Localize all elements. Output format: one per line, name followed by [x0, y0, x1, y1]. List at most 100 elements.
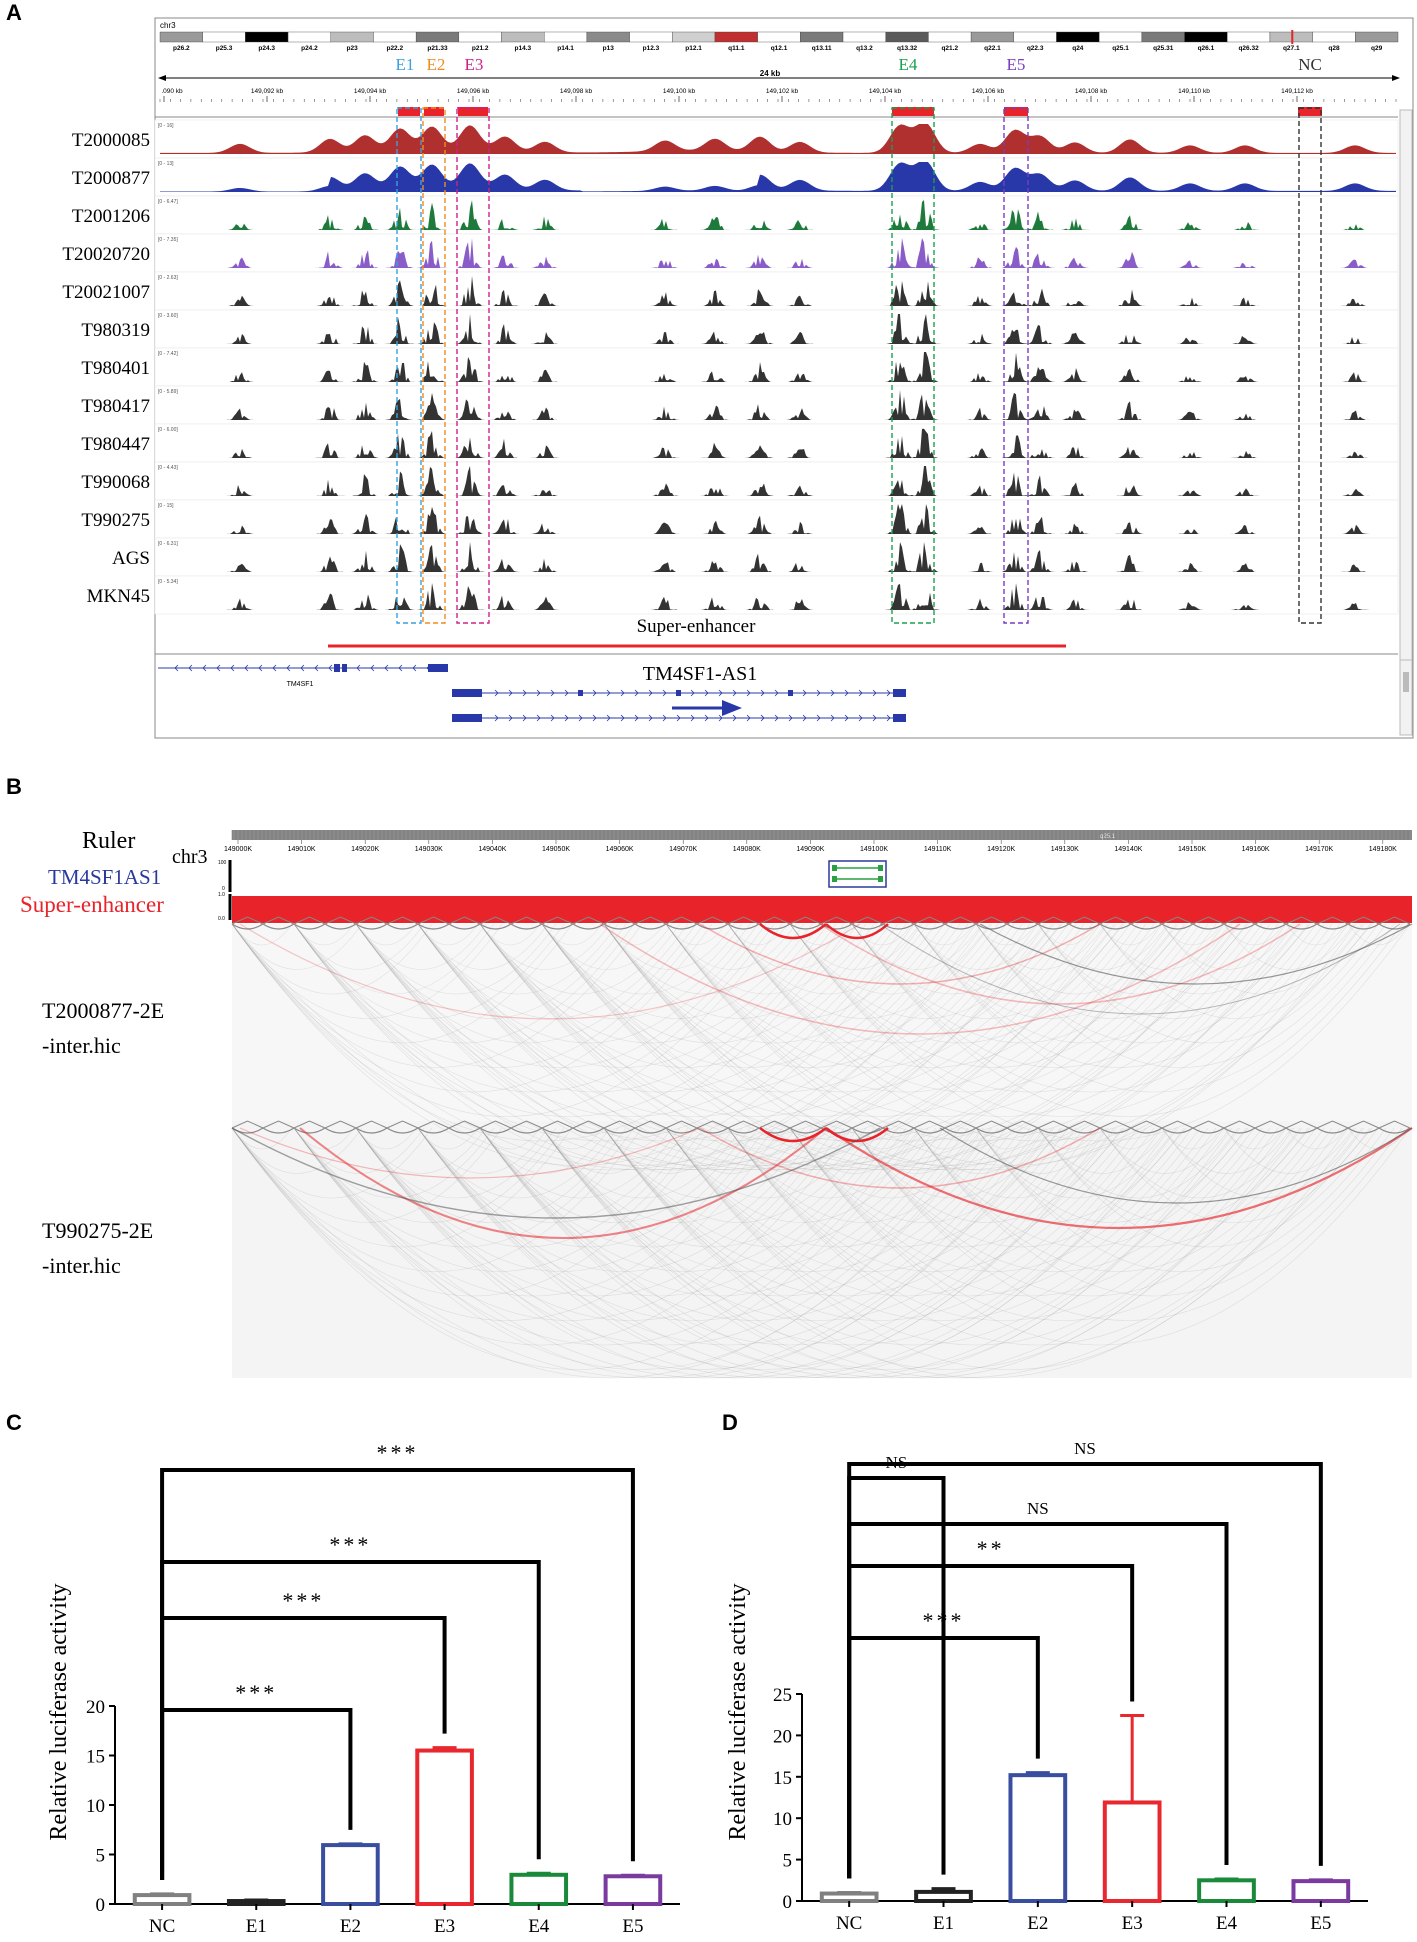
cytoband: [714, 31, 758, 43]
ruler-label: Ruler: [82, 828, 135, 854]
y-tick-label: 10: [773, 1809, 792, 1830]
position-tick-label: 149,092 kb: [251, 88, 284, 95]
x-tick-label: NC: [836, 1913, 862, 1934]
significance-bracket: [847, 1564, 1135, 1879]
chart-c-ylabel: Relative luciferase activity: [46, 1583, 72, 1840]
ruler-ticks: 149000K 149010K 149020K 149030K 149040K 14905…: [224, 830, 1409, 853]
gene-scale-top: 100: [218, 860, 227, 866]
cytoband: [1312, 31, 1356, 43]
cytoband-label: p14.3: [515, 45, 532, 52]
y-tick-label: 5: [96, 1846, 106, 1867]
gene-scrollbar-thumb[interactable]: [1403, 672, 1409, 692]
significance-label: ***: [923, 1608, 965, 1633]
cytoband: [586, 31, 630, 43]
enhancer-box-e2: [422, 107, 446, 624]
x-tick-label: E5: [622, 1916, 643, 1937]
ruler-tick-label: 149010K: [288, 846, 316, 853]
cytoband: [330, 31, 374, 43]
ruler-tick-label: 149170K: [1305, 846, 1333, 853]
hic-grey-arc: [231, 1127, 881, 1219]
significance-bracket: [847, 1462, 1323, 1879]
hic-red-arc: [819, 923, 1301, 1005]
ruler-tick-label: 149180K: [1369, 846, 1397, 853]
hic-label-1-line1: T2000877-2E: [42, 998, 164, 1023]
cytoband: [757, 31, 801, 43]
track-signal: [160, 238, 1396, 268]
significance-label: ***: [377, 1440, 419, 1465]
bar-e2: [321, 1843, 380, 1906]
track-label: T990068: [81, 472, 150, 493]
cytoband: [1184, 31, 1228, 43]
track-range: [0 - 6.00]: [158, 427, 178, 433]
track-signal: [160, 124, 1396, 154]
gene-label-tm4sf1: TM4SF1: [287, 681, 314, 688]
position-tick-label: 149,110 kb: [1178, 88, 1210, 95]
cytoband: [1141, 31, 1185, 43]
track-signal: [160, 314, 1396, 344]
gene-scrollbar[interactable]: [1399, 659, 1413, 736]
track-label: T980447: [81, 434, 150, 455]
cytoband: [842, 31, 886, 43]
position-tick-label: 149,096 kb: [457, 88, 490, 95]
panel-d-bar-chart: Relative luciferase activity 0 5 10 15 20 25 N…: [725, 1439, 1368, 1934]
chrom-name: chr3: [160, 21, 176, 30]
position-tick-label: .090 kb: [161, 88, 183, 95]
ruler-tick-label: 149150K: [1178, 846, 1206, 853]
enhancer-label-e4: E4: [899, 55, 918, 74]
y-tick-label: 5: [783, 1851, 793, 1872]
region-markers: [398, 107, 1322, 116]
panel-label-d: D: [722, 1410, 738, 1435]
scale-arrow-right-icon: [1392, 75, 1400, 81]
cytoband-label: q21.2: [941, 45, 958, 52]
region-marker-e1: [398, 107, 420, 116]
enhancer-box-e5: [1003, 107, 1029, 624]
y-tick-label: 15: [773, 1768, 792, 1789]
position-tick-label: 149,098 kb: [560, 88, 593, 95]
hic-red-arc: [599, 923, 1241, 1035]
ruler-tick-label: 149080K: [733, 846, 761, 853]
hic-red-arc: [239, 923, 861, 1020]
track-signal: [160, 428, 1396, 458]
track-label: T990275: [81, 510, 150, 531]
cytoband-label: q24: [1072, 45, 1084, 52]
bar-e2: [1008, 1773, 1068, 1904]
track-range: [0 - 7.35]: [158, 237, 178, 243]
enhancer-label-e5: E5: [1007, 55, 1026, 74]
y-tick-label: 10: [86, 1796, 105, 1817]
cytoband: [501, 31, 545, 43]
track-label: T2000877: [72, 168, 150, 189]
cytoband: [629, 31, 673, 43]
signal-tracks: T2000085 [0 - 16] T2000877 [0 - 13] T2001206…: [62, 119, 1399, 615]
track-scrollbar[interactable]: [1399, 109, 1413, 661]
y-tick-label: 0: [96, 1895, 106, 1916]
ruler-tick-label: 149000K: [224, 846, 252, 853]
enhancer-box-e3: [456, 107, 490, 624]
x-tick-label: E1: [246, 1916, 267, 1937]
x-tick-label: E3: [434, 1916, 455, 1937]
significance-label: NS: [1074, 1439, 1096, 1458]
panel-a-genome-browser: chr3 p26.2 p25.3 p24.3 p24.2 p23 p22.2 p21.33 p…: [62, 17, 1414, 739]
cytoband-label: q28: [1328, 45, 1340, 52]
cytoband-label: p21.33: [427, 45, 448, 52]
position-tick-label: 149,104 kb: [869, 88, 902, 95]
cytoband: [885, 31, 929, 43]
cytoband: [1355, 31, 1399, 43]
track-signal: [160, 504, 1396, 534]
ruler-tick-label: 149090K: [796, 846, 824, 853]
cytoband-label: q11.1: [728, 45, 745, 52]
track-signal: [160, 200, 1396, 230]
cytoband-label: q13.2: [856, 45, 873, 52]
cytoband-label: p23: [347, 45, 359, 52]
cytoband: [287, 31, 331, 43]
hic-label-2-line1: T990275-2E: [42, 1218, 153, 1243]
ruler-tick-label: 149110K: [924, 846, 952, 853]
panel-b-hic: Ruler chr3 q25.1 149000K 149010K 149020K 14…: [20, 828, 1413, 1379]
x-tick-label: NC: [149, 1916, 175, 1937]
region-marker-e5: [1004, 107, 1028, 116]
gene-tm4sf1: TM4SF1: [158, 664, 448, 688]
cytoband: [159, 31, 203, 43]
significance-label: ***: [282, 1588, 324, 1613]
hic-red-arc: [699, 923, 1101, 985]
track-label: T20020720: [62, 244, 150, 265]
